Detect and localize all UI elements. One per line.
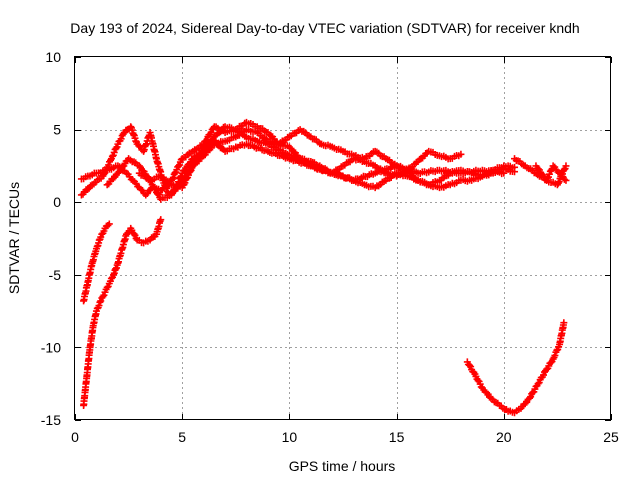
series-track-f bbox=[532, 162, 570, 189]
y-tick-label: -10 bbox=[41, 339, 61, 355]
data-point-trail bbox=[80, 222, 112, 304]
y-tick-label: -15 bbox=[41, 412, 61, 428]
x-tick-label: 25 bbox=[603, 429, 619, 445]
x-axis-label: GPS time / hours bbox=[289, 458, 396, 474]
data-point-trail bbox=[80, 217, 164, 408]
axis-ticks: 0 5 10 15 20 25 -15 -10 -5 0 5 10 bbox=[41, 49, 619, 445]
y-tick-label: 5 bbox=[53, 122, 61, 138]
data-point-trail bbox=[464, 321, 567, 416]
data-point-trail bbox=[80, 119, 463, 197]
x-tick-label: 20 bbox=[496, 429, 512, 445]
data-points bbox=[77, 118, 570, 417]
grid bbox=[75, 57, 611, 420]
data-point bbox=[526, 394, 534, 402]
data-point-trail bbox=[533, 164, 569, 188]
y-tick-label: 0 bbox=[53, 194, 61, 210]
x-tick-label: 15 bbox=[389, 429, 405, 445]
y-tick-label: -5 bbox=[49, 267, 62, 283]
chart-title: Day 193 of 2024, Sidereal Day-to-day VTE… bbox=[70, 20, 579, 36]
x-tick-label: 0 bbox=[71, 429, 79, 445]
data-point-trail bbox=[137, 137, 506, 191]
y-tick-label: 10 bbox=[45, 49, 61, 65]
series-track-g bbox=[80, 220, 113, 305]
series-track-i bbox=[463, 319, 568, 417]
x-tick-label: 5 bbox=[178, 429, 186, 445]
y-axis-label: SDTVAR / TECUs bbox=[6, 182, 22, 294]
plot-frame bbox=[74, 56, 611, 420]
x-tick-label: 10 bbox=[282, 429, 298, 445]
series-track-h bbox=[80, 216, 165, 409]
series-track-d bbox=[135, 137, 508, 192]
